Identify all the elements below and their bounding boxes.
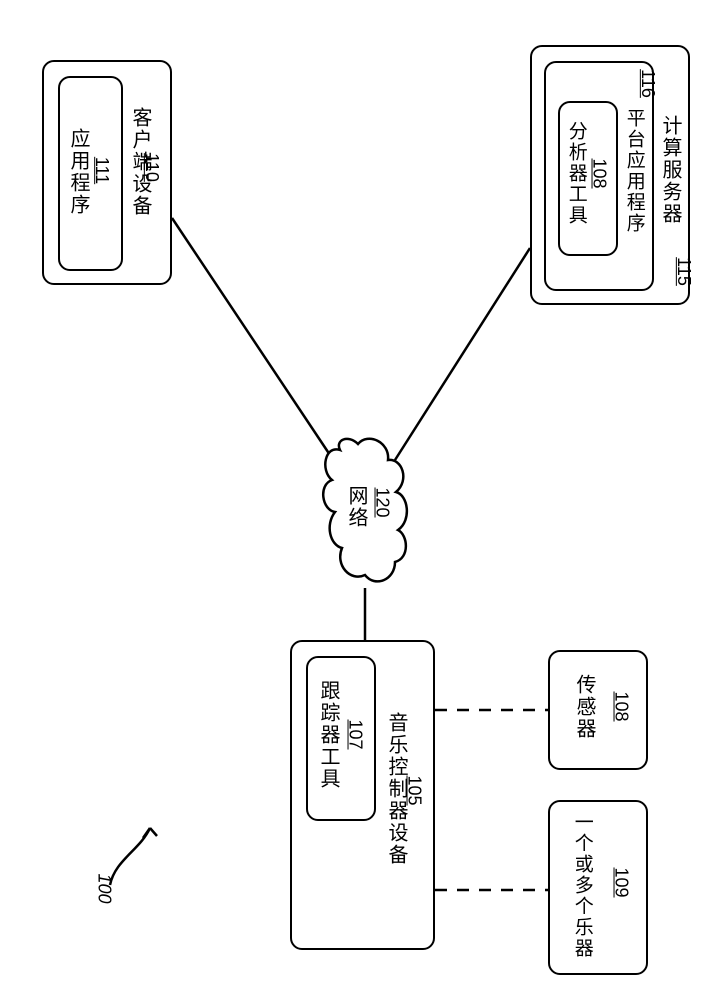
network-cloud: 网络 120 xyxy=(320,430,410,590)
figure-ref-num: 100 xyxy=(94,873,115,903)
network-label: 网络 xyxy=(344,485,368,529)
tracker-num: 107 xyxy=(344,719,365,749)
analyzer-label: 分析器工具 xyxy=(564,121,587,226)
sensor-box: 传感器 108 xyxy=(548,650,648,770)
network-num: 120 xyxy=(372,487,393,517)
client-app-label: 应用程序 xyxy=(66,128,90,216)
server-label: 计算服务器 xyxy=(658,115,682,225)
instruments-num: 109 xyxy=(610,867,631,897)
sensor-num: 108 xyxy=(610,691,631,721)
client-app-num: 111 xyxy=(91,157,112,184)
platform-app-label: 平台应用程序 xyxy=(622,108,645,234)
client-app-box: 应用程序 111 xyxy=(58,76,123,271)
analyzer-num: 108 xyxy=(588,158,609,188)
platform-app-box: 分析器工具 108 平台应用程序 116 xyxy=(544,61,654,291)
server-num: 115 xyxy=(673,257,694,286)
analyzer-box: 分析器工具 108 xyxy=(558,101,618,256)
sensor-label: 传感器 xyxy=(572,674,596,740)
diagram-canvas: 应用程序 111 客户端设备 110 分析器工具 108 平台应用程序 116 … xyxy=(0,0,710,1000)
controller-box: 跟踪器工具 107 音乐控制器设备 105 xyxy=(290,640,435,950)
server-box: 分析器工具 108 平台应用程序 116 计算服务器 115 xyxy=(530,45,690,305)
figure-ref-arrow: 100 xyxy=(95,810,175,900)
tracker-box: 跟踪器工具 107 xyxy=(306,656,376,821)
client-device-num: 110 xyxy=(141,153,162,182)
instruments-label: 一个或多个乐器 xyxy=(570,812,593,959)
platform-app-num: 116 xyxy=(637,69,658,98)
controller-num: 105 xyxy=(403,775,424,805)
instruments-box: 一个或多个乐器 109 xyxy=(548,800,648,975)
client-device-box: 应用程序 111 客户端设备 110 xyxy=(42,60,172,285)
tracker-label: 跟踪器工具 xyxy=(316,680,340,790)
